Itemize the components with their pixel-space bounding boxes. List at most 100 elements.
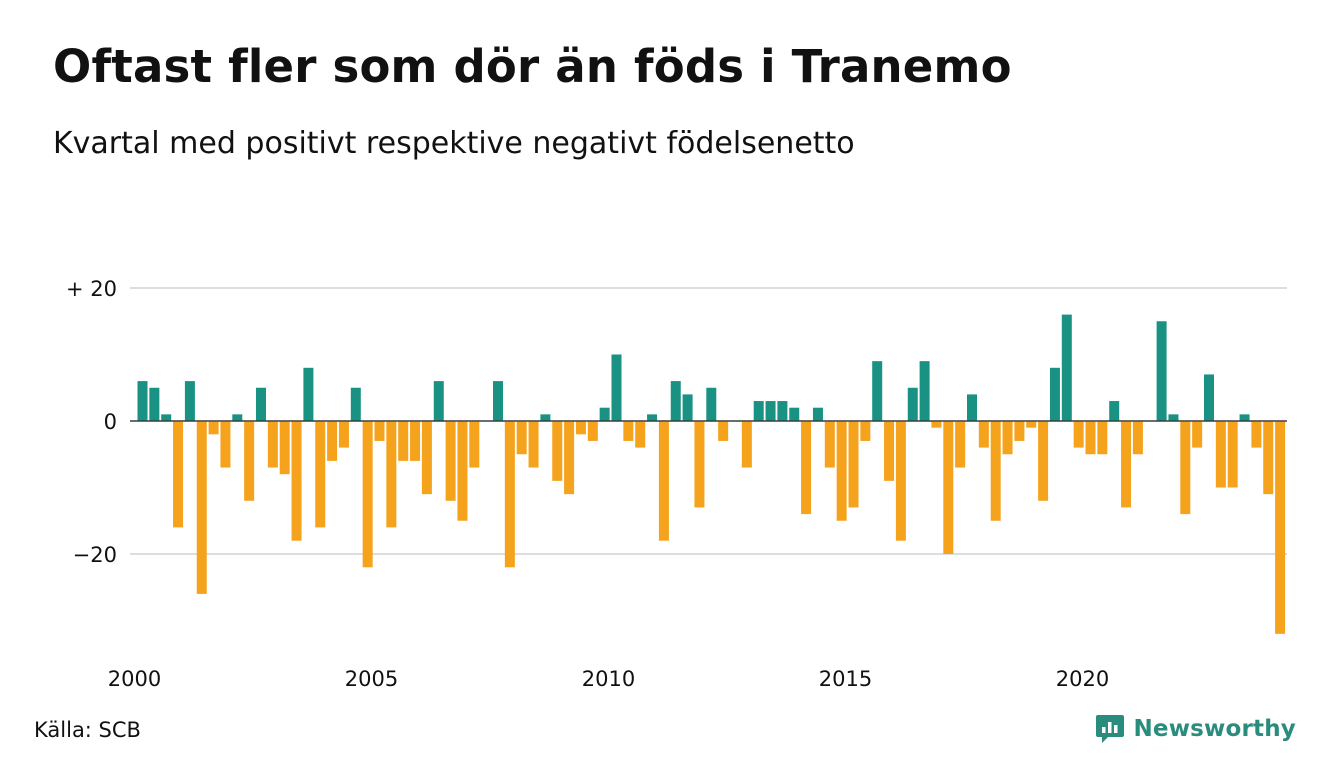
bar (338, 421, 349, 448)
bar (587, 421, 598, 441)
source-note: Källa: SCB (34, 718, 141, 742)
bar (1132, 421, 1143, 455)
bar (1121, 421, 1132, 508)
bar (1204, 374, 1214, 421)
bar (777, 401, 788, 421)
x-tick-label: 2010 (582, 667, 635, 691)
bar (670, 381, 681, 421)
bar (173, 421, 184, 528)
bar (1263, 421, 1274, 495)
bar (978, 421, 989, 448)
bar (386, 421, 397, 528)
bar (303, 367, 314, 421)
bar (279, 421, 290, 475)
bar (765, 401, 776, 421)
bar (196, 421, 207, 594)
bar (291, 421, 302, 541)
bar (623, 421, 634, 441)
bar (256, 387, 266, 421)
bar (801, 421, 812, 515)
bar (374, 421, 385, 441)
bar (1192, 421, 1203, 448)
bar (564, 421, 575, 495)
bar (848, 421, 859, 508)
bar (421, 421, 432, 495)
bars (130, 314, 1287, 634)
bar (244, 421, 255, 501)
bar (540, 414, 551, 421)
bar (647, 414, 658, 421)
bar (552, 421, 563, 481)
bar (327, 421, 338, 461)
bar (410, 421, 421, 461)
bar (267, 421, 278, 468)
bar (161, 414, 172, 421)
bar (1014, 421, 1025, 441)
bar (1085, 421, 1096, 455)
x-tick-label: 2020 (1056, 667, 1109, 691)
bar (658, 421, 669, 541)
brand-name: Newsworthy (1133, 716, 1296, 742)
bar (362, 421, 373, 568)
x-tick-label: 2005 (345, 667, 398, 691)
bar (445, 421, 456, 501)
bar (872, 361, 883, 421)
bar (1215, 421, 1226, 488)
bar (493, 381, 503, 421)
bar (1168, 414, 1179, 421)
bar (457, 421, 468, 521)
bar (1097, 421, 1108, 455)
x-tick-label: 2015 (819, 667, 872, 691)
bar (1156, 321, 1167, 421)
bar (1251, 421, 1262, 448)
bar (1049, 367, 1060, 421)
bar (1227, 421, 1238, 488)
bar (1109, 401, 1120, 421)
bar (812, 407, 823, 421)
bar (433, 381, 444, 421)
bar (1061, 314, 1072, 421)
bar (907, 387, 918, 421)
newsworthy-logo[interactable]: Newsworthy (1095, 713, 1296, 745)
bar (315, 421, 326, 528)
bar (718, 421, 729, 441)
bar (824, 421, 835, 468)
bar (694, 421, 705, 508)
bar (220, 421, 231, 468)
y-tick-label: 0 (104, 410, 117, 434)
bar (184, 381, 195, 421)
bar (682, 394, 693, 421)
bar (575, 421, 586, 435)
y-tick-label: −20 (73, 543, 117, 567)
chart-subtitle: Kvartal med positivt respektive negativt… (53, 126, 855, 161)
bar (504, 421, 515, 568)
bar (1002, 421, 1013, 455)
bar (1275, 421, 1286, 634)
bar (895, 421, 906, 541)
bar (1073, 421, 1084, 448)
bar (398, 421, 409, 461)
bar (149, 387, 160, 421)
bar (860, 421, 871, 441)
bar (1239, 414, 1250, 421)
bar (931, 421, 942, 428)
bar (967, 394, 977, 421)
bar (208, 421, 219, 435)
bar (955, 421, 966, 468)
bar (836, 421, 847, 521)
bar (753, 401, 764, 421)
y-tick-label: + 20 (66, 277, 117, 301)
bar (990, 421, 1001, 521)
bar (741, 421, 752, 468)
bar (943, 421, 954, 554)
x-axis-tick-labels: 2000 2005 2010 2015 2020 (108, 667, 1109, 691)
bar (516, 421, 527, 455)
bar (789, 407, 800, 421)
bar (884, 421, 895, 481)
bar (1180, 421, 1191, 515)
chart-title: Oftast fler som dör än föds i Tranemo (53, 40, 1012, 93)
bar (706, 387, 717, 421)
bar (469, 421, 480, 468)
bar (919, 361, 930, 421)
